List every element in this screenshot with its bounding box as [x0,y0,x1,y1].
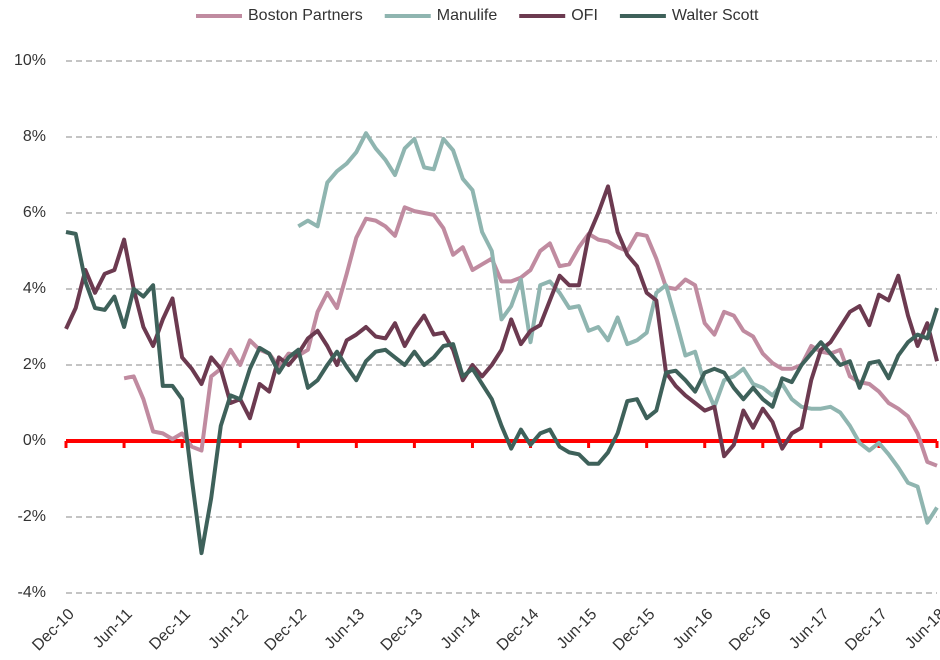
y-tick-label: 10% [14,52,46,69]
y-tick-label: 2% [23,356,46,373]
y-tick-label: -4% [18,584,46,601]
x-tick-label: Jun-13 [322,606,369,653]
legend-label: Walter Scott [672,7,759,24]
y-tick-label: 8% [23,128,46,145]
y-tick-label: 6% [23,204,46,221]
x-tick-label: Dec-10 [29,606,78,655]
x-tick-label: Jun-16 [670,606,717,653]
x-tick-label: Dec-16 [726,606,775,655]
x-tick-label: Dec-12 [262,606,311,655]
legend-label: Boston Partners [248,7,363,24]
x-tick-label: Jun-14 [438,606,485,653]
y-tick-label: -2% [18,508,46,525]
x-tick-label: Jun-18 [902,606,940,653]
x-tick-label: Dec-17 [842,606,891,655]
y-tick-label: 4% [23,280,46,297]
series-line [297,131,939,525]
series-line [65,230,939,556]
x-tick-label: Dec-15 [610,606,659,655]
x-tick-label: Jun-17 [786,606,833,653]
legend-label: Manulife [437,7,498,24]
x-tick-label: Dec-14 [494,606,543,655]
x-tick-label: Dec-11 [146,606,194,654]
y-tick-label: 0% [23,432,46,449]
x-tick-label: Jun-15 [554,606,601,653]
x-tick-label: Dec-13 [378,606,427,655]
x-tick-label: Jun-11 [90,606,136,652]
x-tick-label: Jun-12 [205,606,252,653]
legend-label: OFI [571,7,598,24]
series-line [64,184,939,459]
